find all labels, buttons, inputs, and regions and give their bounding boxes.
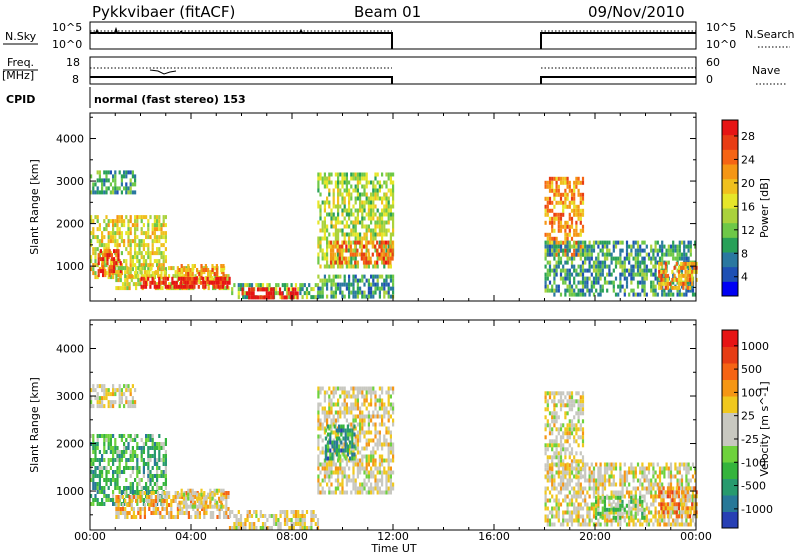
x-tick-label: 00:00 [680,530,712,543]
colorbar-tick-label: 16 [741,200,755,213]
colorbar-tick-label: 100 [741,386,762,399]
colorbar-swatch [722,379,738,397]
x-tick-label: 20:00 [579,530,611,543]
beam-label: Beam 01 [354,3,421,21]
colorbar-tick-label: 500 [741,363,762,376]
freq-panel: Freq. [MHz] 18 8 60 0 Nave [2,56,786,86]
colorbar-swatch [722,412,738,430]
freq-label-2: [MHz] [2,69,34,82]
nsearch-tick-bottom: 10^0 [706,38,736,51]
colorbar-title: Velocity [m s^-1] [758,381,771,476]
colorbar-tick-label: 24 [741,153,755,166]
colorbar: 28 24 20 16 12 8 4 Power [dB] [721,119,771,297]
colorbar-swatch [722,266,738,282]
colorbar-frame [721,329,739,529]
colorbar-swatch [722,134,738,150]
colorbar-tick-label: 20 [741,177,755,190]
y-axis-title: Slant Range [km] [28,377,41,473]
x-tick-label: 00:00 [74,530,106,543]
y-tick-label: 1000 [56,260,84,273]
y-tick-label: 3000 [56,390,84,403]
echo-cells [90,170,698,300]
x-tick-label: 16:00 [478,530,510,543]
colorbar-swatch [722,346,738,364]
colorbar-swatch [722,363,738,380]
colorbar-swatch [722,178,738,194]
colorbar-swatch [722,495,738,512]
colorbar-swatch [722,120,738,136]
colorbar-swatch [722,478,738,496]
nsky-panel: N.Sky 10^5 10^0 10^5 10^0 N.Search [3,21,795,51]
x-tick-label: 08:00 [276,530,308,543]
colorbar-tick-label: -1000 [741,503,773,516]
nsky-tick-bottom: 10^0 [52,38,82,51]
colorbar-swatch [722,396,738,413]
colorbar-swatch [722,149,738,165]
cpid-row: CPID normal (fast stereo) 153 [6,87,246,108]
y-axis-title: Slant Range [km] [28,159,41,255]
colorbar-swatch [722,237,738,253]
x-axis-title: Time UT [370,542,416,554]
colorbar-swatch [722,164,738,180]
figure-title: Pykkvibaer (fitACF) [92,3,235,21]
nave-tick-top: 60 [706,56,720,69]
nave-tick-bottom: 0 [706,73,713,86]
colorbar-tick-label: 28 [741,130,755,143]
colorbar-title: Power [dB] [758,178,771,238]
freq-trace [90,76,696,84]
x-tick-label: 04:00 [175,530,207,543]
y-tick-label: 4000 [56,133,84,146]
colorbar-swatch [722,193,738,209]
freq-tick-bottom: 8 [72,73,79,86]
cpid-text: normal (fast stereo) 153 [94,93,246,106]
y-tick-label: 3000 [56,175,84,188]
colorbar-tick-label: -500 [741,480,766,493]
colorbar-tick-label: 8 [741,247,748,260]
colorbar-swatch [722,208,738,224]
colorbar-tick-label: -100 [741,456,766,469]
colorbar-swatch [722,462,738,479]
nsearch-tick-top: 10^5 [706,21,736,34]
colorbar-tick-label: 4 [741,271,748,284]
colorbar: 1000 500 100 25 -25 -100 -500 -1000 Velocity [m … [721,329,773,529]
y-tick-label: 4000 [56,343,84,356]
colorbar-swatch [722,222,738,238]
time-axis: 00:00 04:00 08:00 12:00 16:00 20:00 00:00 [74,530,712,543]
y-tick-label: 2000 [56,218,84,231]
y-tick-label: 1000 [56,485,84,498]
nsearch-label: N.Search [745,28,795,41]
freq-blip [149,69,177,75]
y-tick-label: 2000 [56,438,84,451]
colorbar-swatch [722,445,738,463]
colorbar-tick-label: 12 [741,224,755,237]
nsky-tick-top: 10^5 [52,21,82,34]
freq-label-1: Freq. [7,56,34,69]
date-label: 09/Nov/2010 [588,3,685,21]
x-tick-label: 12:00 [377,530,409,543]
colorbar-tick-label: 1000 [741,340,769,353]
colorbar-swatch [722,252,738,268]
colorbar-swatch [722,330,738,347]
colorbar-swatch [722,511,738,529]
colorbar-frame [721,119,739,297]
nsky-label: N.Sky [5,30,37,43]
colorbar-swatch [722,281,738,297]
colorbar-tick-label: -25 [741,433,759,446]
nsky-trace [90,26,696,49]
nave-label: Nave [752,64,780,77]
power-panel: 1000 2000 3000 4000 Slant Range [km] 28 24 20 16… [28,112,771,302]
cpid-label: CPID [6,93,35,106]
colorbar-tick-label: 25 [741,410,755,423]
echo-cells [90,384,698,530]
colorbar-swatch [722,429,738,446]
freq-tick-top: 18 [66,56,80,69]
